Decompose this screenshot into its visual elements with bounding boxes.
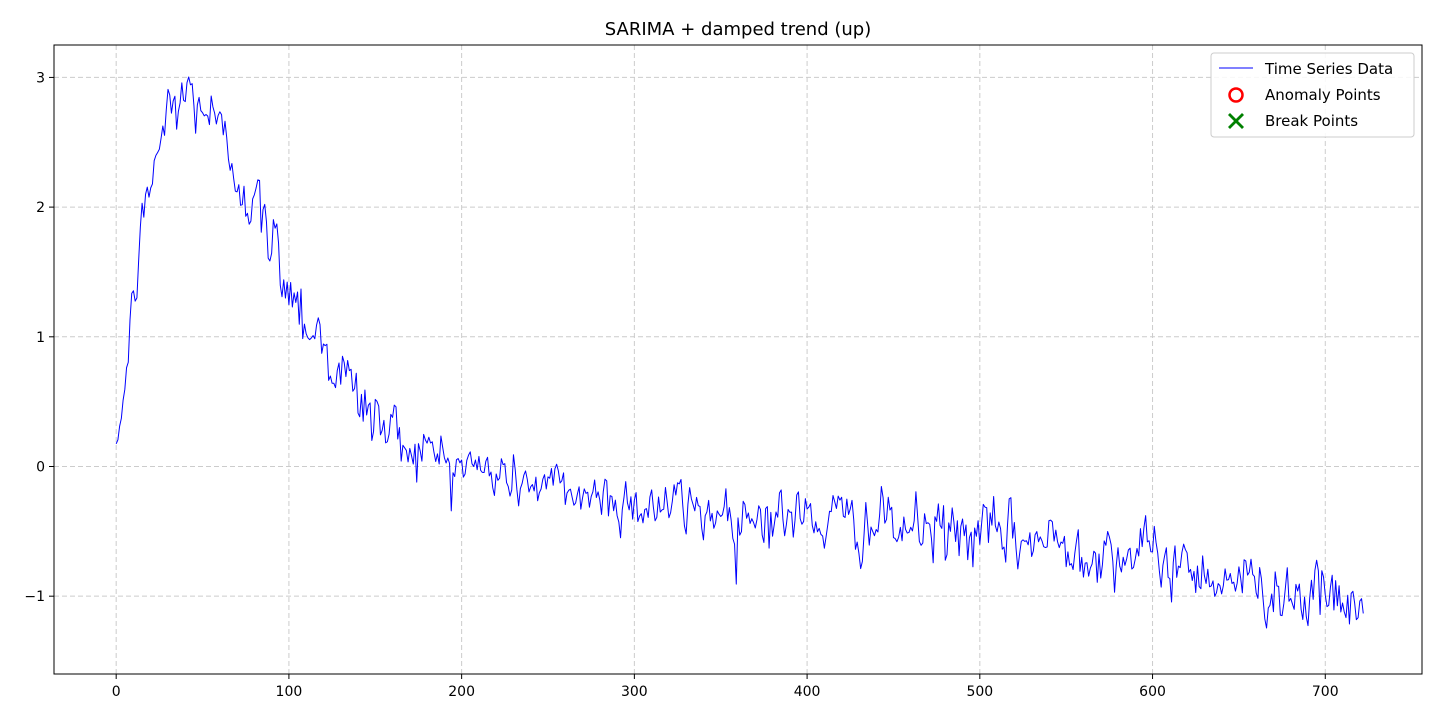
x-tick-label: 100 — [276, 684, 303, 700]
legend: Time Series Data Anomaly Points Break Po… — [1210, 52, 1415, 138]
plot-frame — [53, 44, 1423, 675]
y-tick-label: −1 — [24, 589, 45, 605]
x-tick-label: 0 — [112, 684, 121, 700]
legend-label-anomaly: Anomaly Points — [1265, 86, 1381, 104]
x-tick-label: 300 — [621, 684, 648, 700]
legend-label-break: Break Points — [1265, 112, 1358, 130]
y-tick-label: 2 — [36, 200, 45, 216]
x-tick-label: 400 — [794, 684, 821, 700]
x-tick-label: 600 — [1139, 684, 1166, 700]
y-tick-label: 3 — [36, 70, 45, 86]
x-tick-label: 200 — [448, 684, 475, 700]
x-tick-label: 500 — [966, 684, 993, 700]
x-axis-ticks: 0 100 200 300 400 500 600 700 — [112, 674, 1339, 700]
series-line-time-series-data — [115, 76, 1364, 629]
chart-title: SARIMA + damped trend (up) — [605, 19, 871, 40]
legend-circle-marker-icon — [1228, 87, 1244, 103]
y-tick-label: 0 — [36, 459, 45, 475]
y-axis-ticks: −1 0 1 2 3 — [24, 70, 54, 605]
legend-box — [1210, 52, 1415, 138]
series-layer — [115, 76, 1364, 629]
y-tick-label: 1 — [36, 330, 45, 346]
x-tick-label: 700 — [1312, 684, 1339, 700]
legend-label-time-series: Time Series Data — [1264, 60, 1393, 78]
grid-lines — [54, 45, 1422, 674]
legend-x-marker-icon — [1228, 113, 1244, 129]
